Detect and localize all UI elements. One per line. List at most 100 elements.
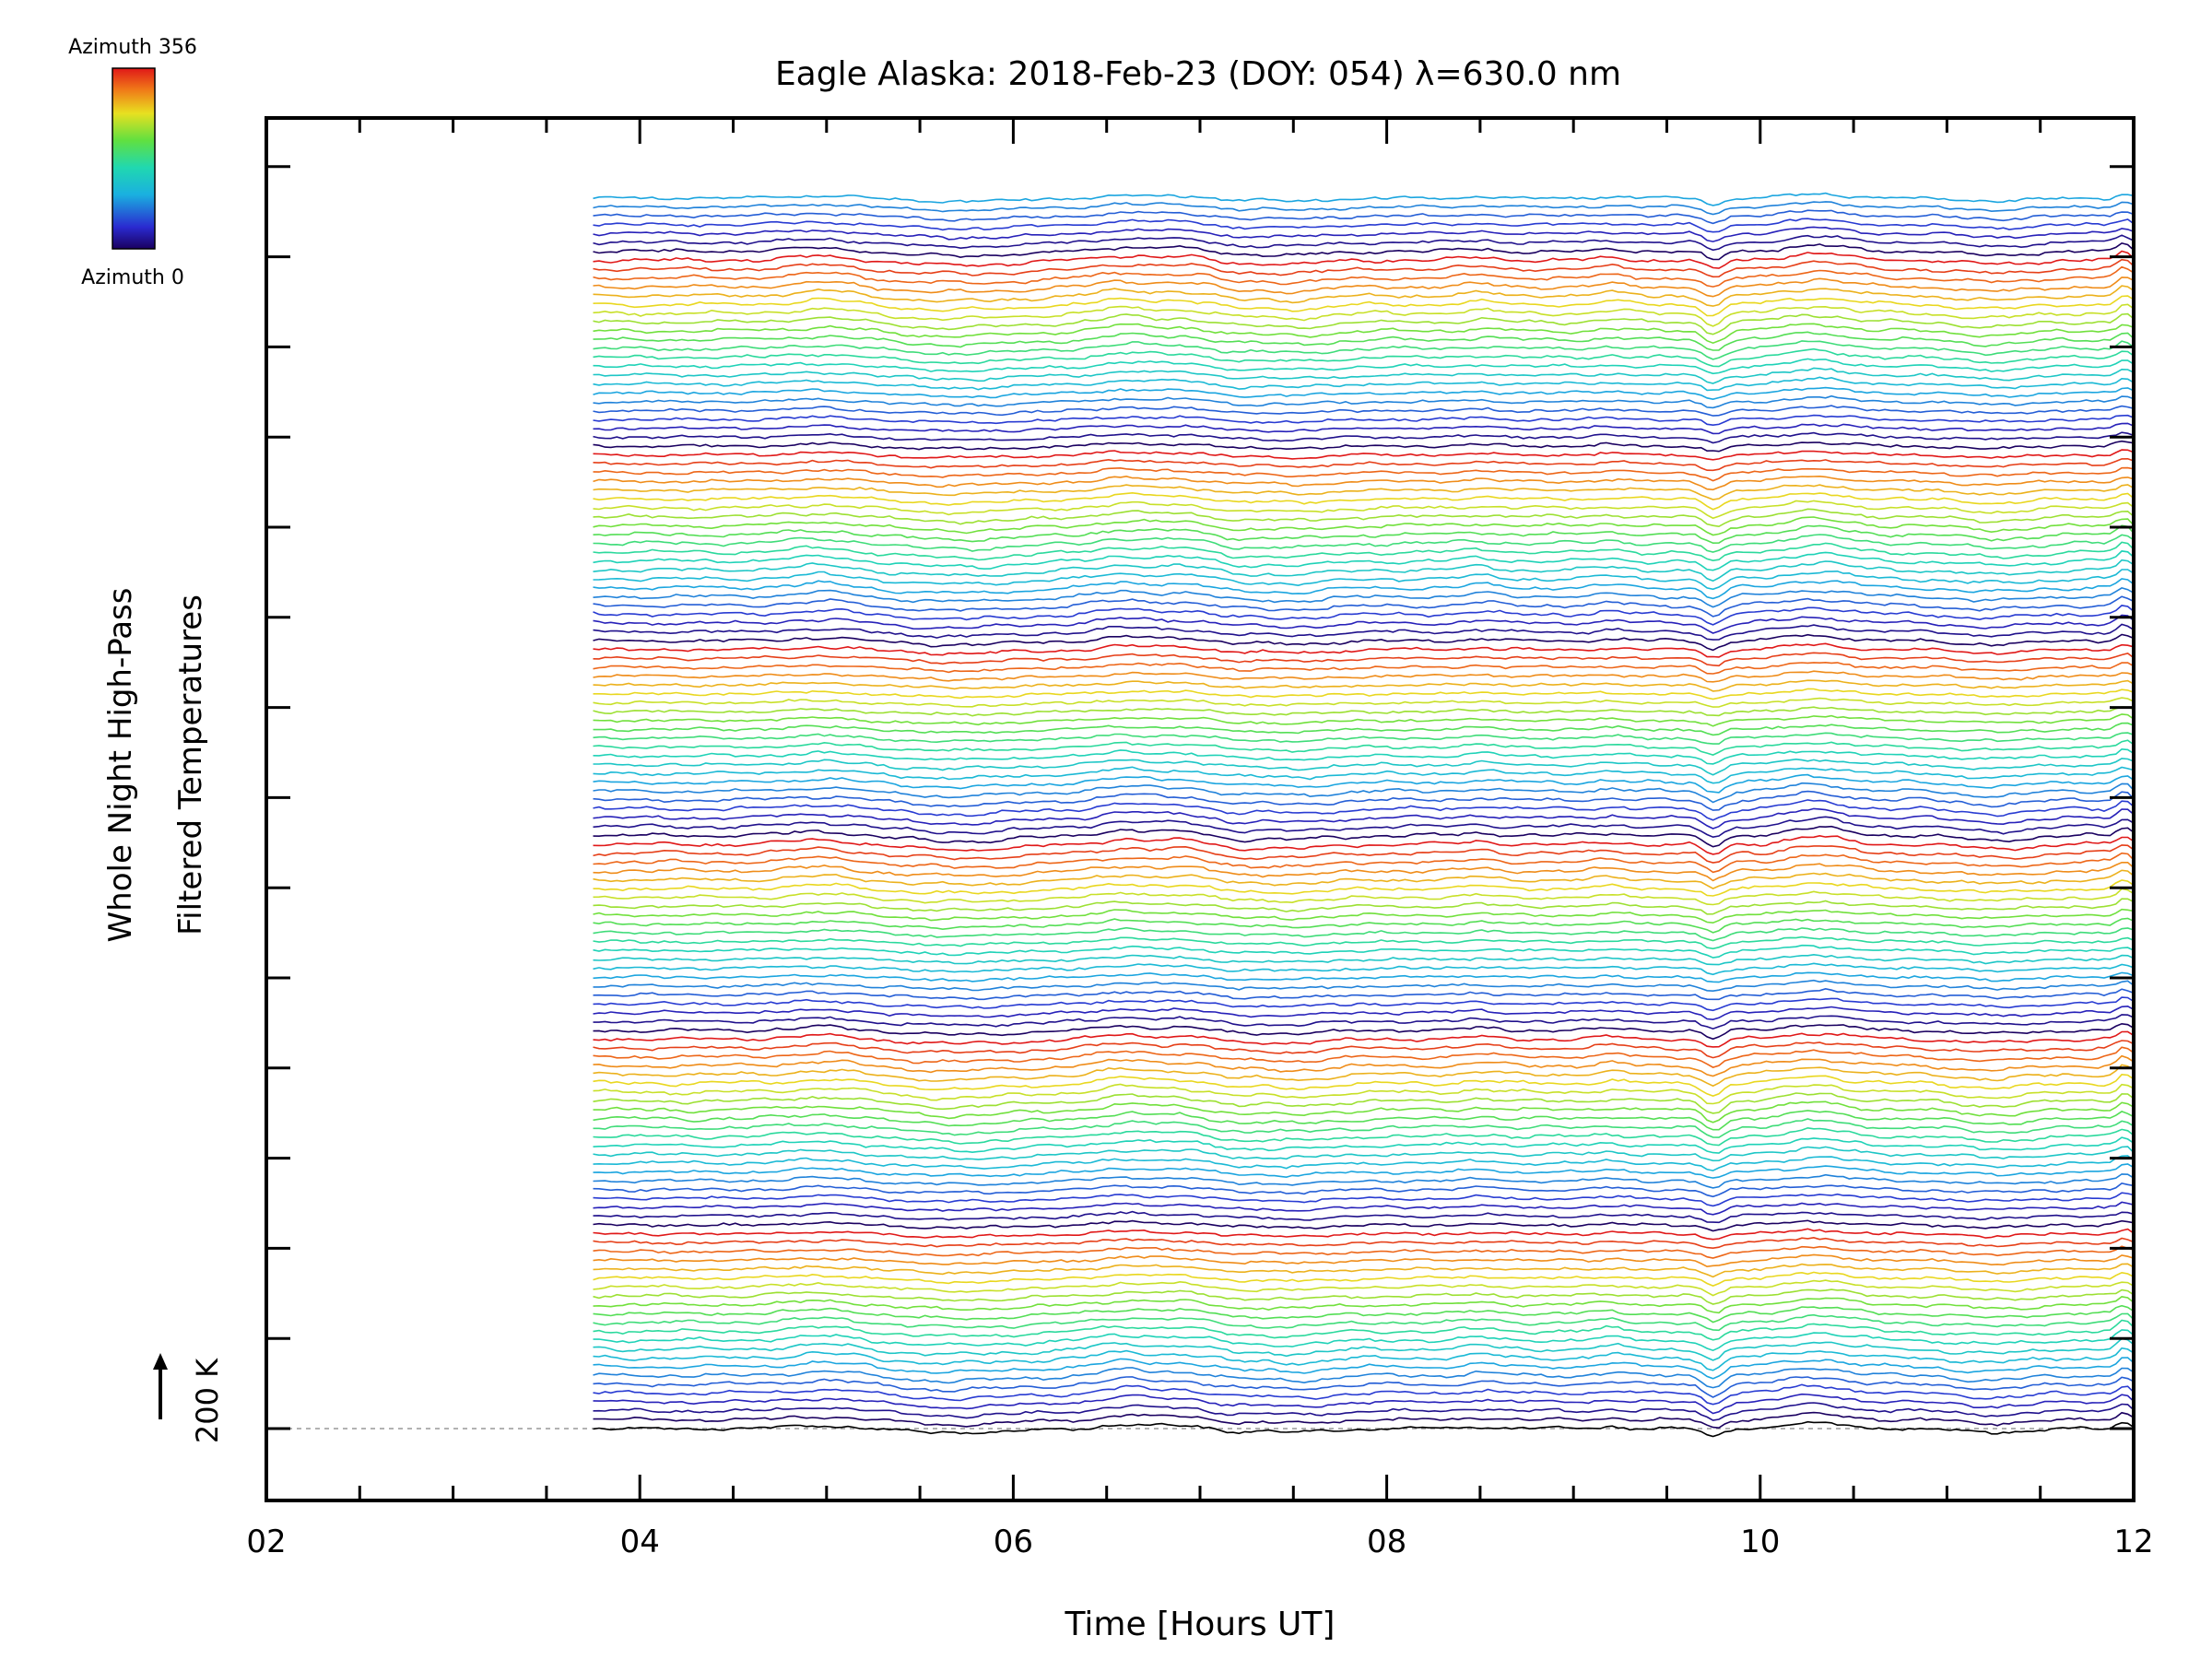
series-line xyxy=(593,440,2135,453)
series-line xyxy=(593,862,2135,882)
series-line xyxy=(593,347,2135,368)
series-line xyxy=(593,944,2135,959)
series-line xyxy=(593,192,2135,206)
chart-title: Eagle Alaska: 2018-Feb-23 (DOY: 054) λ=6… xyxy=(775,55,1621,93)
series-line xyxy=(593,679,2135,692)
series-line xyxy=(593,431,2135,444)
series-line xyxy=(593,457,2135,472)
series-line xyxy=(593,340,2135,360)
series-line xyxy=(593,979,2135,993)
series-line xyxy=(593,1210,2135,1224)
series-line xyxy=(593,1319,2135,1341)
series-line xyxy=(593,358,2135,375)
series-line xyxy=(593,394,2135,409)
series-line xyxy=(593,1118,2135,1138)
series-line xyxy=(593,550,2135,571)
x-tick-label: 04 xyxy=(620,1524,660,1560)
series-line xyxy=(593,234,2135,252)
series-line xyxy=(593,422,2135,435)
y-axis-label-line1: Whole Night High-Pass xyxy=(102,588,139,943)
series-line xyxy=(593,1367,2135,1389)
series-line xyxy=(593,1304,2135,1324)
series-line xyxy=(593,766,2135,784)
x-tick-label: 08 xyxy=(1367,1524,1406,1560)
colorbar-legend: Azimuth 356 Azimuth 0 xyxy=(68,36,197,289)
series-line xyxy=(593,295,2135,317)
series-line xyxy=(593,1279,2135,1297)
series-line xyxy=(593,312,2135,335)
series-line xyxy=(593,605,2135,626)
colorbar-bottom-label: Azimuth 0 xyxy=(81,266,184,289)
series-line xyxy=(593,414,2135,427)
series-line xyxy=(593,773,2135,794)
series-line xyxy=(593,491,2135,511)
x-axis-label: Time [Hours UT] xyxy=(1065,1606,1335,1643)
series-line xyxy=(593,1054,2135,1077)
series-line xyxy=(593,242,2135,261)
series-line xyxy=(593,825,2135,848)
series-line xyxy=(593,578,2135,600)
series-line xyxy=(593,917,2135,934)
series-line xyxy=(593,569,2135,591)
series-line xyxy=(593,1083,2135,1105)
scale-bar-label: 200 K xyxy=(190,1358,225,1443)
x-tick-label: 10 xyxy=(1740,1524,1780,1560)
series-line xyxy=(593,926,2135,942)
series-line xyxy=(593,935,2135,950)
series-line xyxy=(593,331,2135,351)
series-line xyxy=(593,1312,2135,1332)
series-line xyxy=(593,633,2135,652)
series-line xyxy=(593,1146,2135,1162)
colorbar-top-label: Azimuth 356 xyxy=(68,36,197,59)
series-line xyxy=(593,508,2135,528)
series-line xyxy=(593,1136,2135,1154)
series-line xyxy=(593,987,2135,1001)
series-line xyxy=(593,1014,2135,1030)
series-line xyxy=(593,898,2135,915)
series-line xyxy=(593,962,2135,976)
series-line xyxy=(593,303,2135,327)
series-line xyxy=(593,449,2135,461)
series-line xyxy=(593,258,2135,278)
series-line xyxy=(593,1040,2135,1059)
series-line xyxy=(593,1046,2135,1068)
series-line xyxy=(593,500,2135,520)
series-line xyxy=(593,276,2135,298)
series-line xyxy=(593,844,2135,864)
series-line xyxy=(593,1201,2135,1216)
y-axis-label-line2: Filtered Temperatures xyxy=(172,594,209,935)
series-line xyxy=(593,758,2135,776)
series-line xyxy=(593,1347,2135,1371)
series-line xyxy=(593,1126,2135,1147)
series-line xyxy=(593,852,2135,874)
series-line xyxy=(593,652,2135,667)
series-line xyxy=(593,614,2135,634)
plot-frame xyxy=(265,116,2136,1502)
series-line xyxy=(593,323,2135,345)
series-line xyxy=(593,1073,2135,1097)
series-line xyxy=(593,1173,2135,1189)
series-line xyxy=(593,1253,2135,1268)
x-tick-label: 02 xyxy=(246,1524,286,1560)
series-line xyxy=(593,869,2135,889)
series-line xyxy=(593,1228,2135,1241)
series-line xyxy=(593,226,2135,242)
series-line xyxy=(593,1263,2135,1278)
series-line xyxy=(593,218,2135,233)
series-line xyxy=(593,1192,2135,1207)
series-line xyxy=(593,1030,2135,1048)
series-line xyxy=(593,1393,2135,1415)
series-line xyxy=(593,1182,2135,1198)
series-line xyxy=(593,1064,2135,1088)
series-line xyxy=(593,466,2135,482)
series-line xyxy=(593,1402,2135,1421)
series-line xyxy=(593,739,2135,756)
series-line xyxy=(593,661,2135,675)
series-line xyxy=(593,732,2135,745)
series-line xyxy=(593,908,2135,924)
x-tick-labels: 02 04 06 08 10 12 xyxy=(246,1524,2153,1560)
series-line xyxy=(593,996,2135,1012)
series-line xyxy=(593,475,2135,491)
series-line xyxy=(593,1357,2135,1380)
series-line xyxy=(593,688,2135,700)
